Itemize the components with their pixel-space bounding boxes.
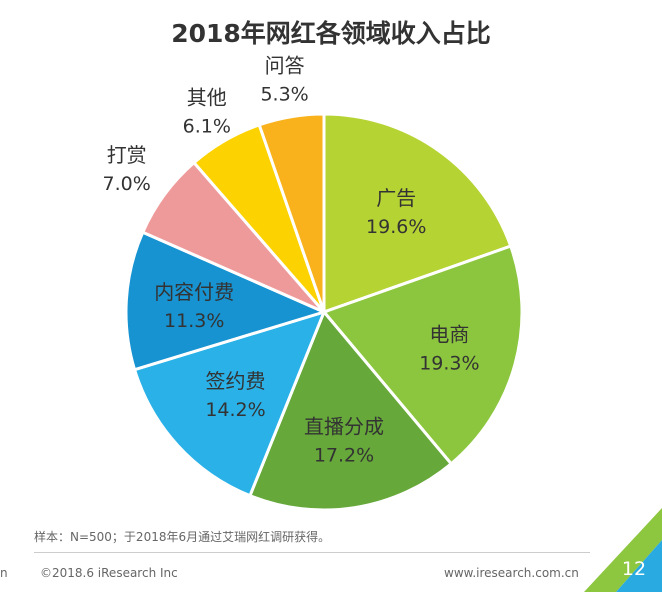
slice-value-label: 19.3% <box>419 352 479 374</box>
slice-value-label: 11.3% <box>164 310 224 332</box>
website-link[interactable]: www.iresearch.com.cn <box>444 566 579 580</box>
pie-slice <box>132 309 327 498</box>
slice-value-label: 14.2% <box>205 399 265 421</box>
sample-note: 样本：N=500；于2018年6月通过艾瑞网红调研获得。 <box>34 530 331 544</box>
corner-teal-block <box>616 540 662 592</box>
slice-category-label: 其他 <box>187 86 227 110</box>
slice-category-label: 问答 <box>265 53 305 77</box>
corner-green-stripe <box>584 508 662 592</box>
slice-value-label: 5.3% <box>260 83 308 105</box>
pie-slice <box>124 230 329 372</box>
slice-category-label: 打赏 <box>107 143 147 167</box>
page-number: 12 <box>621 558 647 580</box>
footer-divider <box>34 552 590 553</box>
slice-category-label: 广告 <box>376 186 416 210</box>
pie-slice <box>257 112 326 313</box>
copyright-text: ©2018.6 iResearch Inc <box>40 566 178 580</box>
slice-value-label: 19.6% <box>366 216 426 238</box>
chart-title: 2018年网红各领域收入占比 <box>171 19 491 48</box>
slice-category-label: 直播分成 <box>304 414 384 438</box>
left-edge-text: n <box>0 566 8 580</box>
slice-category-label: 电商 <box>429 322 469 346</box>
slice-value-label: 7.0% <box>103 173 151 195</box>
slice-category-label: 内容付费 <box>154 280 234 304</box>
pie-slice <box>248 309 454 512</box>
slice-value-label: 6.1% <box>183 116 231 138</box>
slice-value-label: 17.2% <box>314 444 374 466</box>
slice-category-label: 签约费 <box>206 369 266 393</box>
pie-slice <box>321 244 524 466</box>
